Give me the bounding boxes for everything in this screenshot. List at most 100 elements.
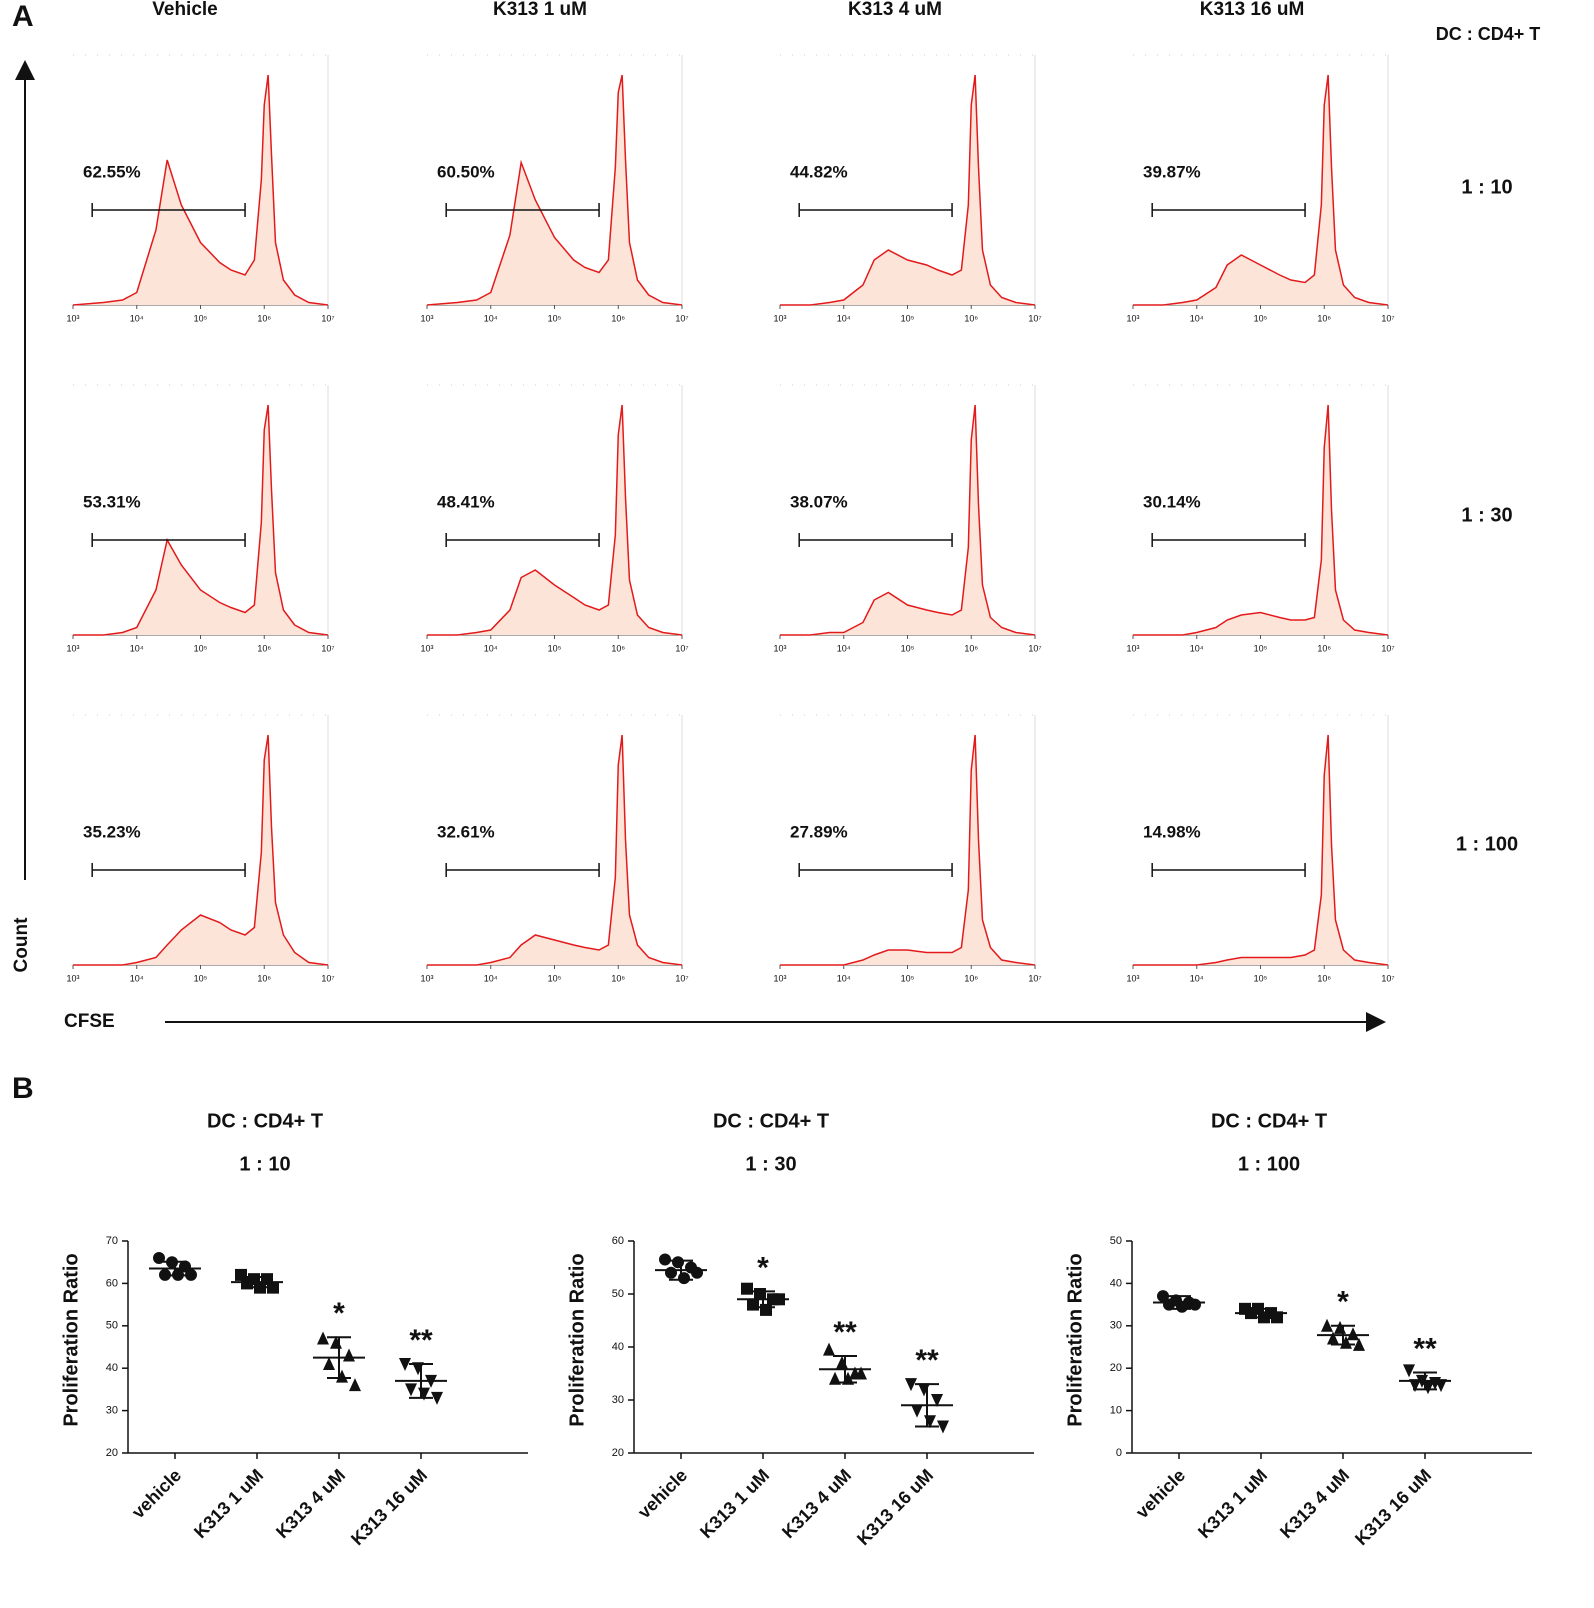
point	[855, 1366, 867, 1380]
error-bar	[245, 1276, 269, 1289]
error-bar	[833, 1355, 857, 1384]
point	[1422, 1381, 1434, 1395]
x-tick-label: 10⁶	[1317, 973, 1331, 983]
x-tick-label: 10⁷	[1381, 313, 1394, 323]
x-tick-label: 10³	[420, 973, 433, 983]
x-tick-label: K313 16 uM	[853, 1465, 937, 1549]
x-tick-label: 10³	[1126, 313, 1139, 323]
x-tick-label: 10⁷	[1381, 643, 1394, 653]
x-tick-label: 10⁷	[675, 643, 688, 653]
gate-label: 27.89%	[790, 822, 848, 841]
x-tick-label: 10⁷	[321, 643, 334, 653]
row-label: 1 : 30	[1461, 504, 1512, 526]
histogram-line	[780, 404, 1036, 636]
y-tick-label: 60	[106, 1277, 118, 1289]
histogram-line	[73, 734, 329, 966]
x-tick-label: 10³	[420, 643, 433, 653]
histogram-fill	[427, 405, 682, 635]
gate-label: 48.41%	[437, 492, 495, 511]
x-tick-label: 10⁶	[257, 313, 271, 323]
x-tick-label: vehicle	[128, 1465, 185, 1522]
x-tick-label: 10⁵	[548, 313, 562, 323]
point	[323, 1356, 335, 1370]
y-tick-label: 20	[1110, 1362, 1122, 1374]
x-tick-label: 10⁷	[1381, 973, 1394, 983]
point	[405, 1383, 417, 1397]
chart-title: DC : CD4+ T	[1211, 1110, 1327, 1132]
histogram-line	[780, 74, 1036, 306]
histogram-fill	[73, 735, 328, 965]
chart-subtitle: 1 : 30	[745, 1153, 796, 1175]
point	[905, 1378, 917, 1392]
gate	[91, 533, 246, 547]
chart-title: DC : CD4+ T	[713, 1110, 829, 1132]
significance: *	[757, 1251, 769, 1284]
histogram-fill	[73, 75, 328, 305]
significance: **	[1413, 1332, 1437, 1365]
x-tick-label: 10⁴	[484, 313, 498, 323]
x-tick-label: 10⁷	[675, 973, 688, 983]
error-bar	[1331, 1324, 1355, 1346]
y-tick-label: 10	[1110, 1405, 1122, 1417]
point	[918, 1383, 930, 1397]
x-tick-label: 10⁵	[901, 643, 915, 653]
x-tick-label: 10⁴	[1190, 643, 1204, 653]
x-axis-label: CFSE	[64, 1011, 115, 1032]
significance: **	[915, 1344, 939, 1377]
x-tick-label: 10³	[66, 643, 79, 653]
row-label: 1 : 10	[1461, 176, 1512, 198]
column-title: Vehicle	[152, 0, 218, 20]
point	[931, 1394, 943, 1407]
column-title: K313 16 uM	[1200, 0, 1305, 20]
x-tick-label: 10⁷	[1028, 313, 1041, 323]
y-tick-label: 50	[106, 1320, 118, 1332]
y-tick-label: 20	[106, 1447, 118, 1459]
histogram-fill	[427, 75, 682, 305]
x-tick-label: 10⁴	[837, 973, 851, 983]
column-title: K313 1 uM	[493, 0, 587, 20]
x-tick-label: 10³	[420, 313, 433, 323]
point	[1435, 1379, 1447, 1393]
x-tick-label: 10⁵	[901, 973, 915, 983]
histogram-fill	[73, 405, 328, 635]
x-tick-label: vehicle	[634, 1465, 691, 1522]
gate-label: 30.14%	[1143, 492, 1201, 511]
histogram-fill	[1133, 405, 1388, 635]
error-bar	[669, 1259, 693, 1281]
x-tick-label: 10⁵	[194, 973, 208, 983]
point	[1353, 1337, 1365, 1351]
y-tick-label: 50	[1110, 1235, 1122, 1247]
y-tick-label: 50	[612, 1288, 624, 1300]
error-bar	[1249, 1307, 1273, 1319]
x-tick-label: 10⁷	[321, 973, 334, 983]
gate	[798, 533, 953, 547]
x-tick-label: 10⁶	[611, 973, 625, 983]
point	[343, 1348, 355, 1362]
x-tick-label: 10³	[1126, 973, 1139, 983]
chart-subtitle: 1 : 10	[239, 1153, 290, 1175]
x-tick-label: K313 1 uM	[190, 1465, 267, 1542]
histogram-line	[427, 404, 683, 636]
gate-label: 53.31%	[83, 492, 141, 511]
histogram-line	[1133, 74, 1389, 306]
error-bar	[1167, 1295, 1191, 1310]
y-axis-label: Count	[11, 917, 32, 973]
panel-label: A	[12, 0, 34, 33]
x-tick-label: 10⁷	[1028, 643, 1041, 653]
x-tick-label: 10³	[66, 973, 79, 983]
point	[267, 1281, 279, 1294]
y-tick-label: 40	[612, 1341, 624, 1353]
chart-subtitle: 1 : 100	[1238, 1153, 1300, 1175]
point	[836, 1355, 848, 1369]
y-tick-label: 0	[1116, 1447, 1122, 1459]
point	[185, 1268, 197, 1281]
histogram-line	[426, 74, 683, 306]
gate-label: 38.07%	[790, 492, 848, 511]
point	[678, 1272, 690, 1285]
y-tick-label: 40	[106, 1362, 118, 1374]
x-tick-label: 10⁵	[548, 973, 562, 983]
point	[823, 1342, 835, 1356]
y-tick-label: 30	[1110, 1320, 1122, 1332]
x-tick-label: 10⁴	[130, 973, 144, 983]
